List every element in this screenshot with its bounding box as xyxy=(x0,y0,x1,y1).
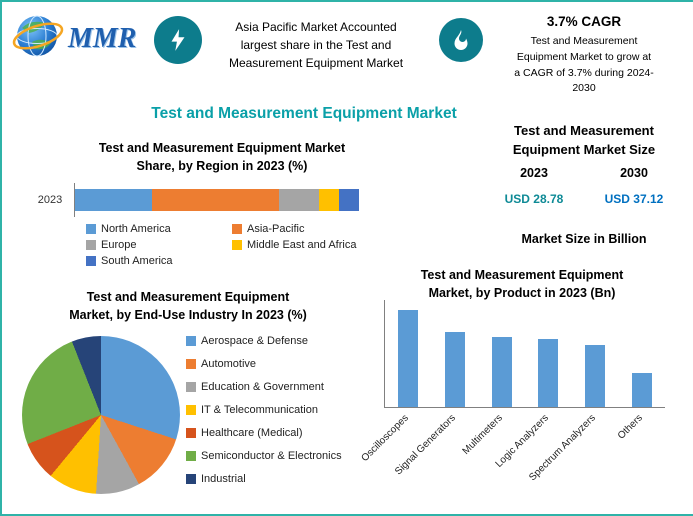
legend-label: Education & Government xyxy=(201,381,324,393)
cagr-title: 3.7% CAGR xyxy=(546,14,622,29)
legend-item: North America xyxy=(86,223,224,235)
market-size-title: Test and Measurement Equipment Market Si… xyxy=(484,122,684,160)
legend-marker xyxy=(86,256,96,266)
cagr-block: 3.7% CAGR Test and Measurement Equipment… xyxy=(494,14,674,97)
region-chart-title-line: Share, by Region in 2023 (%) xyxy=(136,159,308,174)
region-axis-line xyxy=(74,183,75,217)
year-2030-label: 2030 xyxy=(620,166,648,180)
legend-item: Healthcare (Medical) xyxy=(186,427,342,439)
asia-pacific-highlight: Asia Pacific Market Accounted largest sh… xyxy=(216,18,416,72)
cagr-text: Test and Measurement Equipment Market to… xyxy=(494,34,674,97)
market-size-values: USD 28.78 USD 37.12 xyxy=(484,192,684,206)
product-category-label: Signal Generators xyxy=(393,412,458,478)
market-size-value-2030: USD 37.12 xyxy=(604,192,664,206)
page-title: Test and Measurement Equipment Market xyxy=(151,105,457,122)
legend-label: Aerospace & Defense xyxy=(201,335,309,347)
industry-pie xyxy=(22,336,180,494)
lightning-icon xyxy=(154,16,202,64)
legend-item: Asia-Pacific xyxy=(232,223,386,235)
industry-legend: Aerospace & Defense Automotive Education &… xyxy=(186,335,342,485)
legend-item: IT & Telecommunication xyxy=(186,404,342,416)
region-legend: North America Asia-Pacific Europe Middle Ea… xyxy=(86,223,386,267)
industry-chart-title-line: Test and Measurement Equipment xyxy=(86,290,290,304)
market-size-years: 2023 2030 xyxy=(484,166,684,180)
product-bar xyxy=(444,332,465,407)
globe-icon xyxy=(10,8,66,69)
legend-label: Automotive xyxy=(201,358,257,370)
region-stacked-bar xyxy=(75,189,359,211)
legend-label: South America xyxy=(101,255,173,267)
legend-label: Europe xyxy=(101,239,137,251)
legend-item: Industrial xyxy=(186,473,342,485)
region-bar-segment xyxy=(279,189,320,211)
legend-label: Asia-Pacific xyxy=(247,223,305,235)
cagr-line: Equipment Market to grow at xyxy=(516,50,652,63)
market-size-value-2023: USD 28.78 xyxy=(504,192,564,206)
legend-marker xyxy=(186,382,196,392)
brand-name: MMR xyxy=(68,22,137,54)
mmr-logo: MMR xyxy=(10,8,136,69)
flame-icon xyxy=(439,18,483,62)
product-bar xyxy=(538,339,559,407)
legend-marker xyxy=(232,240,242,250)
legend-marker xyxy=(186,405,196,415)
industry-chart-title-line: Market, by End-Use Industry In 2023 (%) xyxy=(69,308,307,323)
legend-marker xyxy=(232,224,242,234)
legend-label: IT & Telecommunication xyxy=(201,404,318,416)
region-bar-segment xyxy=(151,189,280,211)
industry-chart-title: Test and Measurement Equipment Market, b… xyxy=(38,288,338,324)
region-chart-title-line: Test and Measurement Equipment Market xyxy=(98,141,346,155)
product-bar xyxy=(398,309,419,407)
legend-item: Semiconductor & Electronics xyxy=(186,450,342,462)
legend-item: South America xyxy=(86,255,224,267)
product-chart-title-line: Market, by Product in 2023 (Bn) xyxy=(428,286,616,301)
legend-label: North America xyxy=(101,223,171,235)
legend-marker xyxy=(186,451,196,461)
legend-item: Education & Government xyxy=(186,381,342,393)
legend-marker xyxy=(186,474,196,484)
product-category-label: Logic Analyzers xyxy=(493,412,552,470)
legend-item: Aerospace & Defense xyxy=(186,335,342,347)
legend-label: Middle East and Africa xyxy=(247,239,357,251)
product-bar xyxy=(491,336,512,407)
highlight-line: largest share in the Test and xyxy=(240,38,392,52)
legend-marker xyxy=(86,240,96,250)
product-chart-title-line: Test and Measurement Equipment xyxy=(420,268,624,282)
region-bar-segment xyxy=(339,189,359,211)
product-category-label: Multimeters xyxy=(460,412,505,457)
cagr-line: Test and Measurement xyxy=(530,35,638,47)
market-size-title-line: Equipment Market Size xyxy=(512,141,656,157)
legend-item: Automotive xyxy=(186,358,342,370)
cagr-line: 2030 xyxy=(572,82,596,95)
legend-marker xyxy=(186,336,196,346)
product-labels: Oscilloscopes Signal Generators Multimeter… xyxy=(360,411,664,484)
product-category-label: Others xyxy=(615,412,645,442)
cagr-line: a CAGR of 3.7% during 2024- xyxy=(514,66,654,79)
legend-marker xyxy=(186,359,196,369)
legend-marker xyxy=(86,224,96,234)
legend-item: Europe xyxy=(86,239,224,251)
product-category-label: Spectrum Analyzers xyxy=(527,412,598,484)
legend-item: Middle East and Africa xyxy=(232,239,386,251)
legend-label: Semiconductor & Electronics xyxy=(201,450,342,462)
market-size-title-line: Test and Measurement xyxy=(514,123,654,138)
region-chart-title: Test and Measurement Equipment Market Sh… xyxy=(64,139,380,175)
highlight-line: Asia Pacific Market Accounted xyxy=(235,20,397,34)
market-size-note: Market Size in Billion xyxy=(521,232,647,246)
product-bar xyxy=(631,372,652,407)
product-chart-title: Test and Measurement Equipment Market, b… xyxy=(397,266,647,302)
legend-label: Industrial xyxy=(201,473,246,485)
product-plot xyxy=(384,300,665,408)
highlight-line: Measurement Equipment Market xyxy=(228,56,404,70)
region-bar-segment xyxy=(319,189,340,211)
legend-marker xyxy=(186,428,196,438)
year-2023-label: 2023 xyxy=(520,166,548,180)
legend-label: Healthcare (Medical) xyxy=(201,427,303,439)
region-bar-segment xyxy=(75,189,152,211)
region-category-label: 2023 xyxy=(37,194,63,206)
product-bar xyxy=(584,345,605,407)
